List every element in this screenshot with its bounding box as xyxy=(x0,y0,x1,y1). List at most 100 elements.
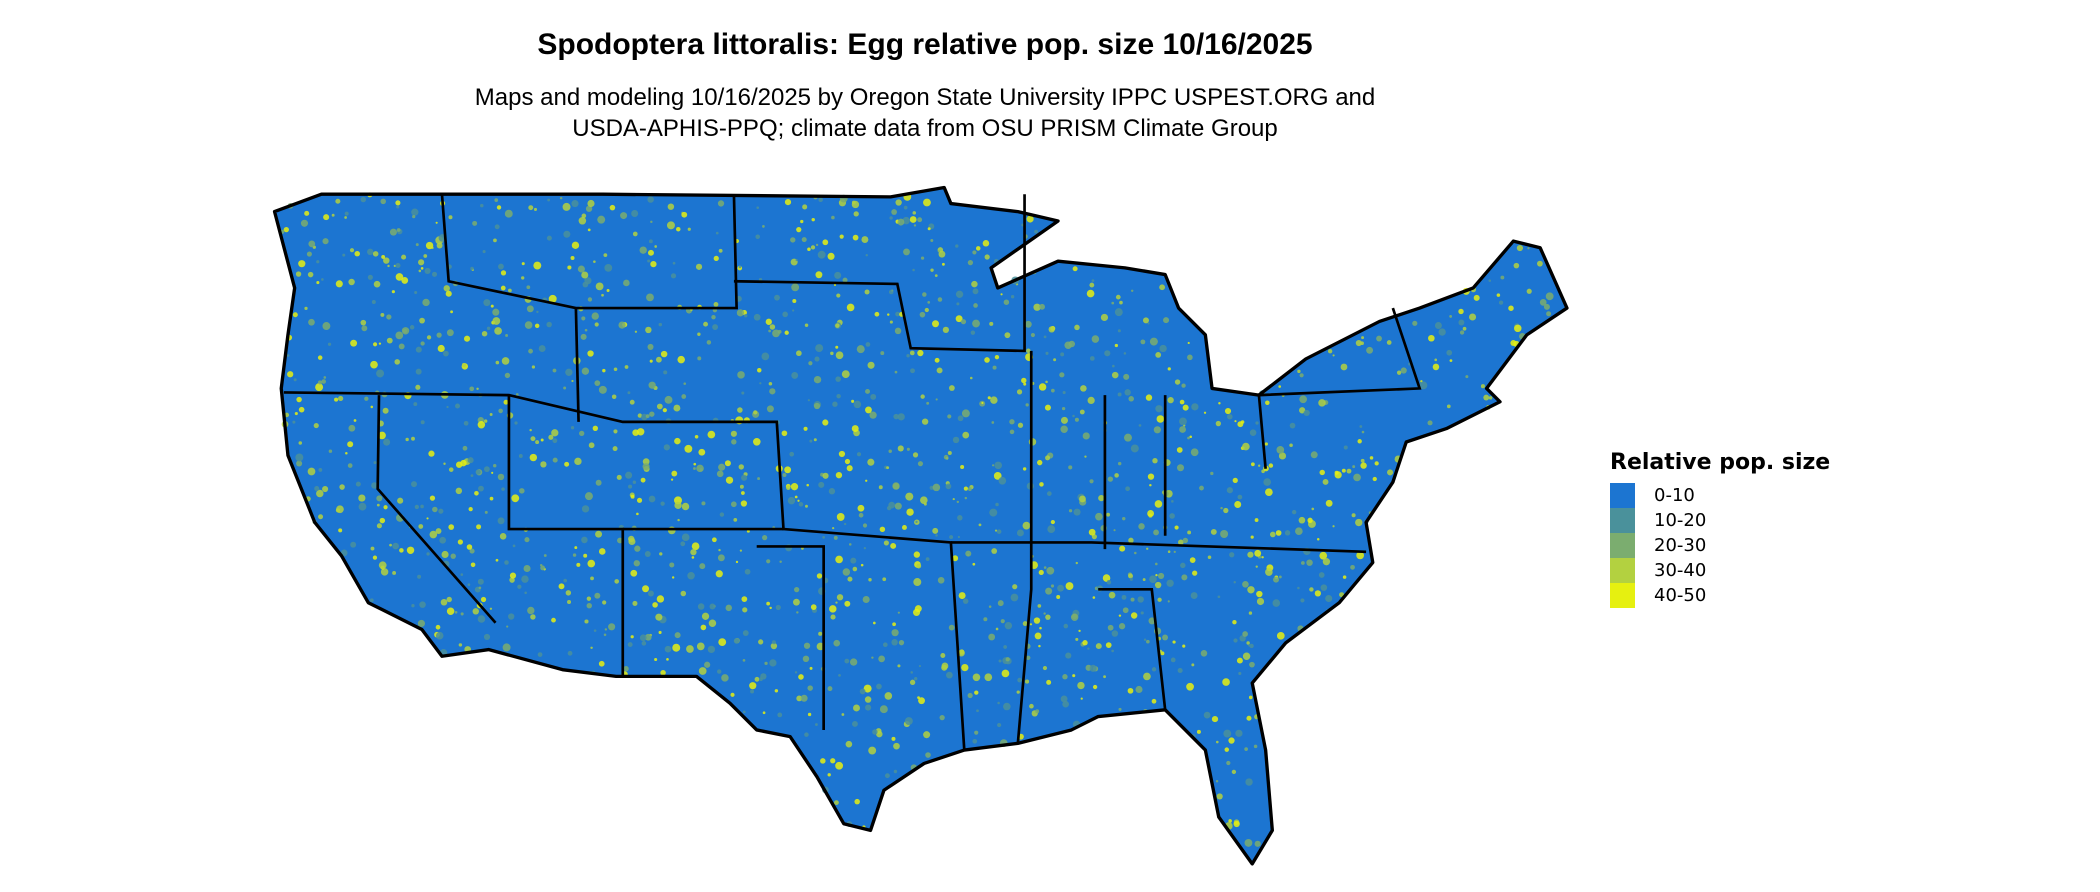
raster-cell xyxy=(507,288,512,293)
raster-cell xyxy=(791,371,799,379)
raster-cell xyxy=(695,263,703,270)
raster-cell xyxy=(656,595,665,603)
raster-cell xyxy=(681,502,690,511)
raster-cell xyxy=(1255,421,1259,425)
raster-cell xyxy=(1178,539,1184,546)
raster-cell xyxy=(630,494,635,499)
raster-cell xyxy=(863,684,872,693)
raster-cell xyxy=(420,267,424,270)
raster-cell xyxy=(1062,390,1066,395)
raster-cell xyxy=(1249,429,1257,436)
raster-cell xyxy=(852,721,858,727)
raster-cell xyxy=(287,371,294,378)
raster-cell xyxy=(865,342,871,347)
raster-cell xyxy=(639,246,647,254)
raster-cell xyxy=(581,505,590,513)
raster-cell xyxy=(768,381,773,386)
raster-cell xyxy=(1247,586,1255,594)
raster-cell xyxy=(1130,289,1134,292)
raster-cell xyxy=(1249,661,1255,668)
raster-cell xyxy=(655,613,663,621)
raster-cell xyxy=(1004,621,1013,630)
raster-cell xyxy=(1071,613,1078,620)
raster-cell xyxy=(1010,593,1019,602)
raster-cell xyxy=(1203,411,1207,414)
raster-cell xyxy=(1073,508,1081,516)
raster-cell xyxy=(1247,551,1254,558)
raster-cell xyxy=(1361,430,1365,434)
raster-cell xyxy=(509,577,515,583)
raster-cell xyxy=(822,419,829,426)
raster-cell xyxy=(958,592,966,600)
raster-cell xyxy=(548,294,557,303)
raster-cell xyxy=(957,415,964,422)
raster-cell xyxy=(567,265,572,270)
raster-cell xyxy=(906,508,914,516)
raster-cell xyxy=(1291,509,1297,515)
raster-cell xyxy=(1025,655,1031,661)
raster-cell xyxy=(1149,575,1157,584)
raster-cell xyxy=(730,501,737,508)
raster-cell xyxy=(1289,422,1296,429)
raster-cell xyxy=(1167,397,1174,404)
raster-cell xyxy=(940,653,946,658)
raster-cell xyxy=(448,524,455,530)
raster-cell xyxy=(376,369,385,378)
raster-cell xyxy=(586,602,592,609)
raster-cell xyxy=(480,596,487,603)
raster-cell xyxy=(1039,482,1044,487)
raster-cell xyxy=(1187,354,1193,361)
raster-cell xyxy=(910,671,913,674)
raster-cell xyxy=(835,345,839,349)
raster-cell xyxy=(1143,672,1151,681)
raster-cell xyxy=(925,752,931,758)
raster-cell xyxy=(1130,444,1139,453)
raster-cell xyxy=(1189,557,1196,563)
raster-cell xyxy=(670,478,674,481)
raster-cell xyxy=(1256,590,1263,598)
raster-cell xyxy=(472,608,479,615)
raster-cell xyxy=(627,391,631,395)
raster-cell xyxy=(941,664,948,671)
raster-cell xyxy=(792,309,795,312)
raster-cell xyxy=(494,224,500,230)
raster-cell xyxy=(974,690,979,695)
raster-cell xyxy=(519,488,525,494)
raster-cell xyxy=(930,238,934,242)
raster-cell xyxy=(639,634,647,642)
raster-cell xyxy=(693,467,696,470)
raster-cell xyxy=(820,758,826,764)
raster-cell xyxy=(731,439,737,445)
raster-cell xyxy=(1117,329,1121,333)
raster-cell xyxy=(632,480,637,484)
raster-cell xyxy=(1320,584,1328,591)
raster-cell xyxy=(992,365,997,370)
raster-cell xyxy=(1483,394,1490,401)
raster-cell xyxy=(383,505,388,510)
raster-cell xyxy=(327,342,332,346)
raster-cell xyxy=(948,385,955,391)
raster-cell xyxy=(670,273,677,279)
raster-cell xyxy=(739,484,744,489)
raster-cell xyxy=(802,204,808,210)
raster-cell xyxy=(833,639,841,647)
raster-cell xyxy=(972,738,978,744)
raster-cell xyxy=(1155,574,1158,577)
raster-cell xyxy=(502,643,511,652)
raster-cell xyxy=(1160,651,1165,656)
raster-cell xyxy=(420,504,424,509)
raster-cell xyxy=(1106,512,1111,517)
raster-cell xyxy=(1369,456,1374,460)
raster-cell xyxy=(536,310,539,314)
raster-cell xyxy=(1118,623,1126,630)
raster-cell xyxy=(827,773,831,777)
raster-cell xyxy=(1249,643,1254,649)
raster-cell xyxy=(936,367,943,374)
raster-cell xyxy=(370,546,375,551)
raster-cell xyxy=(1003,645,1007,649)
raster-cell xyxy=(1227,413,1233,420)
raster-cell xyxy=(822,239,829,246)
raster-cell xyxy=(1128,573,1134,579)
raster-cell xyxy=(893,769,898,774)
raster-cell xyxy=(478,485,484,492)
